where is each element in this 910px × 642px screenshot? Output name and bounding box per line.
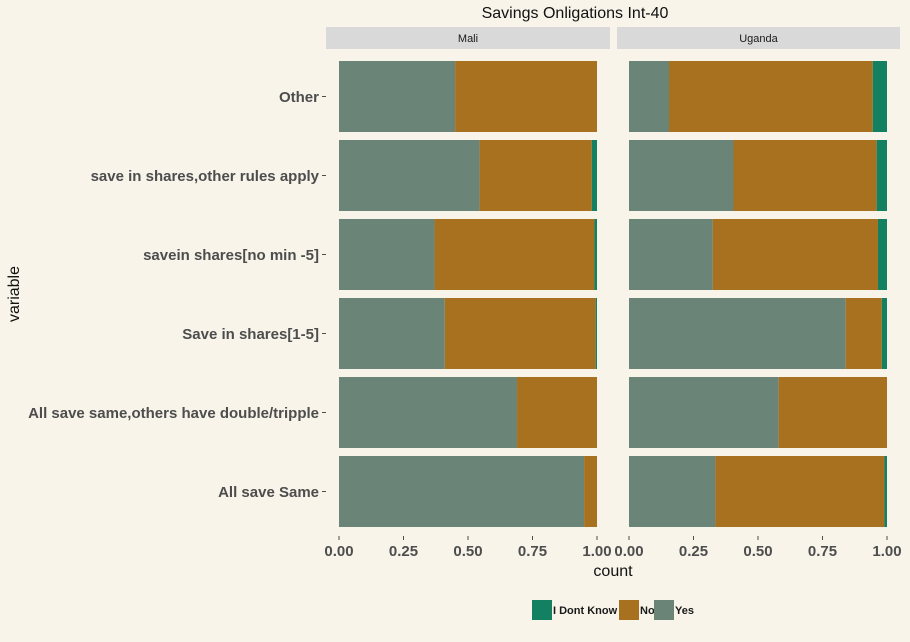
legend-swatch-i-dont-know xyxy=(532,600,552,620)
bar-mali-all-save-same-others-have-double-tripple-no xyxy=(517,377,597,448)
bar-mali-save-in-shares-1-5-yes xyxy=(339,298,445,369)
y-tick-label-save-in-shares-other-rules-apply: save in shares,other rules apply xyxy=(91,168,320,185)
bar-uganda-all-save-same-no xyxy=(715,456,885,527)
legend-swatch-yes xyxy=(654,600,674,620)
bar-uganda-save-in-shares-other-rules-apply-no xyxy=(733,140,877,211)
x-tick-label-uganda-0-25: 0.25 xyxy=(679,543,708,560)
bar-mali-all-save-same-no xyxy=(584,456,597,527)
bar-mali-save-in-shares-other-rules-apply-yes xyxy=(339,140,480,211)
x-tick-label-mali-1-00: 1.00 xyxy=(582,543,611,560)
x-axis-label: count xyxy=(593,563,633,580)
bar-uganda-savein-shares-no-min-5-no xyxy=(712,219,878,290)
bar-uganda-all-save-same-i-dont-know xyxy=(884,456,887,527)
bar-mali-save-in-shares-1-5-no xyxy=(444,298,596,369)
legend-label-yes: Yes xyxy=(675,605,694,617)
x-tick-label-mali-0-50: 0.50 xyxy=(453,543,482,560)
bar-mali-save-in-shares-1-5-i-dont-know xyxy=(595,298,597,369)
y-tick-label-savein-shares-no-min-5: savein shares[no min -5] xyxy=(143,247,319,264)
x-tick-label-mali-0-25: 0.25 xyxy=(389,543,418,560)
bar-uganda-save-in-shares-other-rules-apply-yes xyxy=(629,140,734,211)
y-tick-label-all-save-same: All save Same xyxy=(218,484,319,501)
bar-uganda-other-i-dont-know xyxy=(872,61,887,132)
facet-strip-mali xyxy=(326,27,610,49)
bar-uganda-savein-shares-no-min-5-i-dont-know xyxy=(877,219,887,290)
bar-uganda-all-save-same-others-have-double-tripple-yes xyxy=(629,377,779,448)
y-axis-label: variable xyxy=(6,266,23,322)
x-tick-label-uganda-0-00: 0.00 xyxy=(614,543,643,560)
bar-mali-savein-shares-no-min-5-yes xyxy=(339,219,435,290)
facet-label-mali: Mali xyxy=(458,33,478,45)
bar-uganda-all-save-same-yes xyxy=(629,456,716,527)
bar-mali-other-yes xyxy=(339,61,456,132)
bar-uganda-other-no xyxy=(668,61,873,132)
bar-uganda-save-in-shares-1-5-i-dont-know xyxy=(881,298,887,369)
y-tick-label-other: Other xyxy=(279,89,319,106)
bar-mali-savein-shares-no-min-5-i-dont-know xyxy=(594,219,597,290)
bar-uganda-save-in-shares-other-rules-apply-i-dont-know xyxy=(876,140,887,211)
legend-swatch-no xyxy=(619,600,639,620)
bar-mali-all-save-same-others-have-double-tripple-yes xyxy=(339,377,518,448)
bar-uganda-all-save-same-others-have-double-tripple-no xyxy=(778,377,887,448)
x-tick-label-uganda-0-75: 0.75 xyxy=(808,543,837,560)
bar-mali-all-save-same-yes xyxy=(339,456,585,527)
x-tick-label-mali-0-75: 0.75 xyxy=(518,543,547,560)
y-tick-label-save-in-shares-1-5: Save in shares[1-5] xyxy=(182,326,319,343)
bar-uganda-save-in-shares-1-5-no xyxy=(845,298,882,369)
bar-uganda-savein-shares-no-min-5-yes xyxy=(629,219,713,290)
bar-mali-save-in-shares-other-rules-apply-i-dont-know xyxy=(591,140,597,211)
x-tick-label-mali-0-00: 0.00 xyxy=(324,543,353,560)
bar-mali-save-in-shares-other-rules-apply-no xyxy=(479,140,592,211)
bar-mali-other-no xyxy=(455,61,597,132)
x-tick-label-uganda-0-50: 0.50 xyxy=(743,543,772,560)
bar-uganda-save-in-shares-1-5-yes xyxy=(629,298,846,369)
x-tick-label-uganda-1-00: 1.00 xyxy=(872,543,901,560)
legend-label-i-dont-know: I Dont Know xyxy=(553,605,618,617)
y-tick-label-all-save-same-others-have-double-tripple: All save same,others have double/tripple xyxy=(28,405,319,422)
bar-uganda-other-yes xyxy=(629,61,669,132)
legend-label-no: No xyxy=(640,605,655,617)
bar-mali-savein-shares-no-min-5-no xyxy=(434,219,595,290)
facet-label-uganda: Uganda xyxy=(739,33,778,45)
legend: I Dont Know No Yes xyxy=(532,600,694,620)
chart-title: Savings Onligations Int-40 xyxy=(482,5,669,22)
chart-marks: Other save in shares,other rules apply sav… xyxy=(28,27,902,560)
facet-strip-uganda xyxy=(617,27,900,49)
